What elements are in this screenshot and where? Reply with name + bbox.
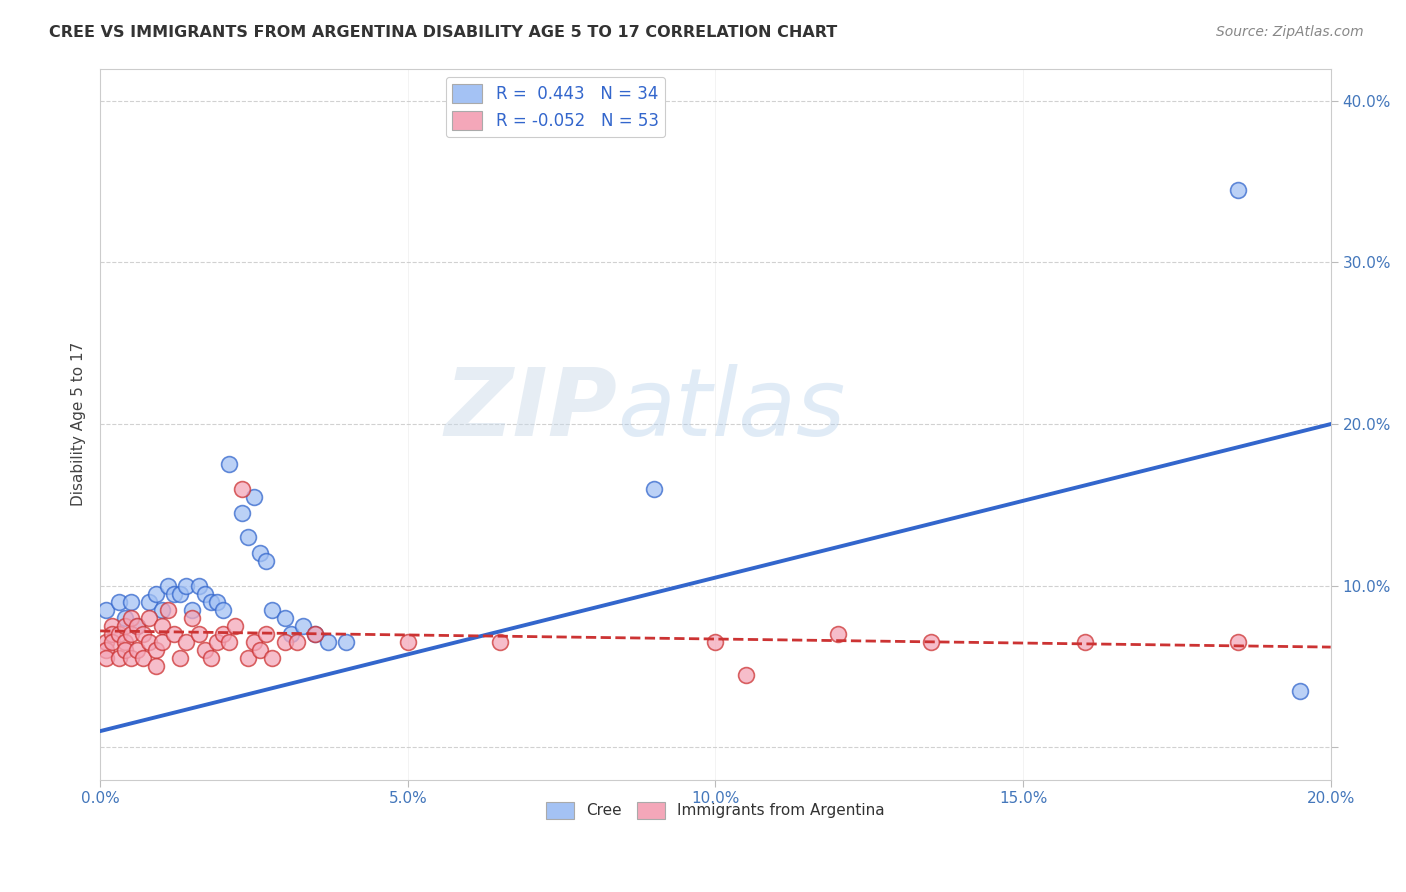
Point xyxy=(114,643,136,657)
Point xyxy=(120,595,142,609)
Point xyxy=(1073,635,1095,649)
Point xyxy=(150,635,173,649)
Point xyxy=(396,635,419,649)
Point xyxy=(1227,635,1250,649)
Point xyxy=(243,635,266,649)
Point xyxy=(107,595,129,609)
Point xyxy=(187,579,209,593)
Point xyxy=(285,635,308,649)
Point xyxy=(156,579,179,593)
Point xyxy=(280,627,302,641)
Point xyxy=(249,546,271,560)
Point xyxy=(262,651,284,665)
Point xyxy=(138,635,160,649)
Text: CREE VS IMMIGRANTS FROM ARGENTINA DISABILITY AGE 5 TO 17 CORRELATION CHART: CREE VS IMMIGRANTS FROM ARGENTINA DISABI… xyxy=(49,25,838,40)
Point xyxy=(169,651,191,665)
Point xyxy=(194,643,217,657)
Point xyxy=(735,667,758,681)
Point xyxy=(231,506,253,520)
Point xyxy=(107,651,129,665)
Point xyxy=(145,659,167,673)
Point xyxy=(174,635,197,649)
Point xyxy=(114,619,136,633)
Point xyxy=(292,619,315,633)
Point xyxy=(145,643,167,657)
Point xyxy=(489,635,512,649)
Point xyxy=(120,651,142,665)
Point xyxy=(194,587,217,601)
Point xyxy=(643,482,665,496)
Point xyxy=(212,627,235,641)
Point xyxy=(335,635,357,649)
Point xyxy=(218,635,240,649)
Y-axis label: Disability Age 5 to 17: Disability Age 5 to 17 xyxy=(72,342,86,506)
Point xyxy=(163,627,186,641)
Point xyxy=(169,587,191,601)
Point xyxy=(150,603,173,617)
Point xyxy=(114,635,136,649)
Point xyxy=(156,603,179,617)
Point xyxy=(132,627,155,641)
Point xyxy=(262,603,284,617)
Point xyxy=(212,603,235,617)
Point xyxy=(150,619,173,633)
Point xyxy=(120,611,142,625)
Point xyxy=(96,635,118,649)
Point xyxy=(224,619,246,633)
Point xyxy=(704,635,727,649)
Point xyxy=(236,530,259,544)
Point xyxy=(163,587,186,601)
Point xyxy=(236,651,259,665)
Point xyxy=(125,619,148,633)
Point xyxy=(138,595,160,609)
Point xyxy=(96,603,118,617)
Text: atlas: atlas xyxy=(617,364,845,455)
Point xyxy=(107,627,129,641)
Text: Source: ZipAtlas.com: Source: ZipAtlas.com xyxy=(1216,25,1364,39)
Legend: Cree, Immigrants from Argentina: Cree, Immigrants from Argentina xyxy=(540,796,890,825)
Point xyxy=(249,643,271,657)
Point xyxy=(316,635,339,649)
Point xyxy=(200,595,222,609)
Point xyxy=(174,579,197,593)
Point xyxy=(96,651,118,665)
Point xyxy=(827,627,849,641)
Point xyxy=(200,651,222,665)
Point xyxy=(231,482,253,496)
Point xyxy=(181,611,204,625)
Point xyxy=(304,627,326,641)
Point xyxy=(132,651,155,665)
Point xyxy=(145,587,167,601)
Point xyxy=(254,627,277,641)
Point xyxy=(273,611,295,625)
Point xyxy=(205,595,228,609)
Point xyxy=(125,643,148,657)
Point xyxy=(114,611,136,625)
Point xyxy=(1289,683,1312,698)
Point xyxy=(125,619,148,633)
Point xyxy=(254,554,277,568)
Point xyxy=(120,627,142,641)
Point xyxy=(101,627,124,641)
Point xyxy=(218,458,240,472)
Point xyxy=(1227,183,1250,197)
Text: ZIP: ZIP xyxy=(444,364,617,456)
Point xyxy=(243,490,266,504)
Point xyxy=(304,627,326,641)
Point xyxy=(181,603,204,617)
Point xyxy=(273,635,295,649)
Point xyxy=(205,635,228,649)
Point xyxy=(138,611,160,625)
Point xyxy=(96,643,118,657)
Point xyxy=(920,635,942,649)
Point xyxy=(101,635,124,649)
Point xyxy=(187,627,209,641)
Point xyxy=(101,619,124,633)
